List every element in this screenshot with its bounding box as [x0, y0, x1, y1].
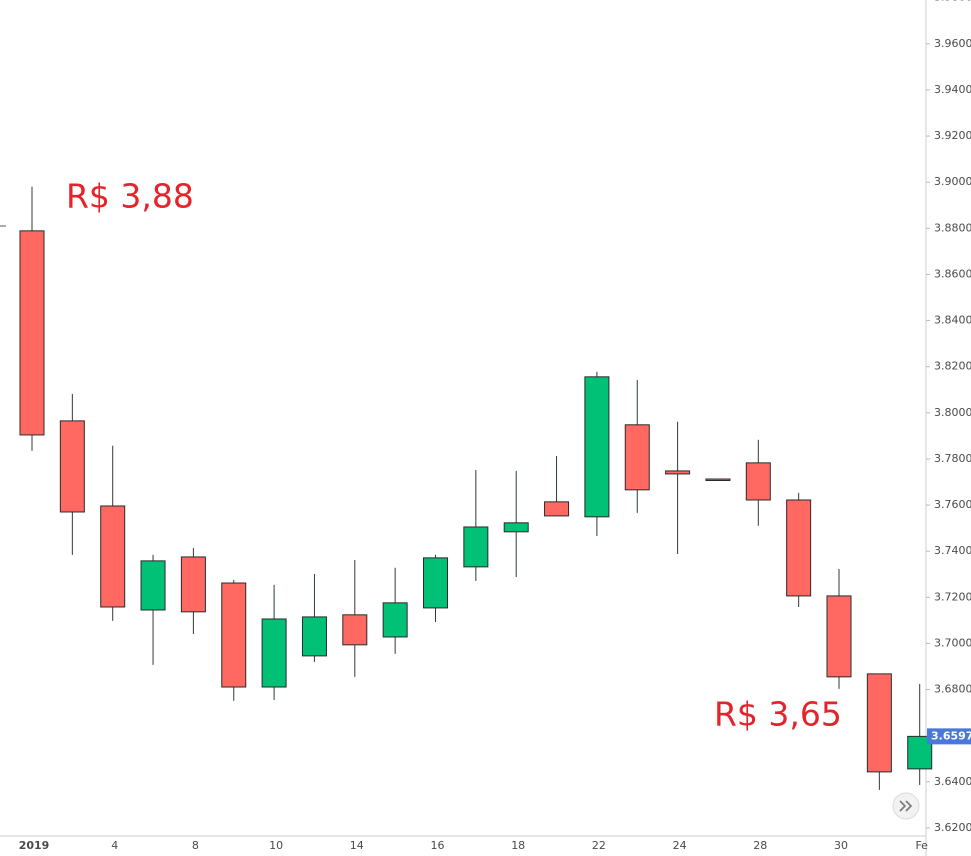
- x-tick-label: 24: [673, 839, 687, 852]
- y-tick-label: 3.9400: [934, 83, 971, 96]
- y-tick-label: 3.8800: [934, 221, 971, 234]
- candle-body: [382, 602, 408, 638]
- x-tick-label: 28: [753, 839, 767, 852]
- candle-body: [786, 499, 812, 597]
- candle-body: [866, 673, 892, 773]
- y-tick-label: 3.8000: [934, 406, 971, 419]
- y-tick-label: 3.8600: [934, 267, 971, 280]
- x-tick-label: 4: [111, 839, 118, 852]
- x-tick-label: 18: [511, 839, 525, 852]
- last-price-label: 3.6597: [931, 729, 971, 742]
- candle-body: [705, 478, 731, 481]
- candle-body: [100, 505, 126, 608]
- candle-body: [826, 595, 852, 678]
- candle-body: [503, 522, 529, 533]
- y-tick-label: 3.9200: [934, 129, 971, 142]
- candle-body: [59, 420, 85, 513]
- x-tick-label: 14: [350, 839, 364, 852]
- candle-body: [221, 582, 247, 688]
- annotation: R$ 3,88: [66, 177, 194, 216]
- y-tick-label: 3.9000: [934, 175, 971, 188]
- x-tick-label: 2019: [19, 839, 50, 852]
- y-tick-label: 3.6200: [934, 821, 971, 834]
- y-tick-label: 3.6400: [934, 775, 971, 788]
- y-tick-label: 3.7800: [934, 452, 971, 465]
- candle-body: [665, 470, 691, 475]
- candle-body: [463, 526, 489, 568]
- annotation: R$ 3,65: [714, 695, 842, 734]
- candle-body: [745, 462, 771, 501]
- scroll-button[interactable]: [892, 792, 920, 820]
- last-price-tag: [927, 728, 971, 745]
- x-tick-label: 8: [192, 839, 199, 852]
- y-tick-label: 3.7000: [934, 636, 971, 649]
- y-tick-label: 3.9800: [934, 0, 971, 4]
- y-tick-label: 3.6800: [934, 683, 971, 696]
- y-tick-label: 3.7400: [934, 544, 971, 557]
- candle-body: [342, 614, 368, 646]
- y-tick-label: 3.8400: [934, 314, 971, 327]
- y-tick-label: 3.7200: [934, 590, 971, 603]
- x-tick-label: 16: [431, 839, 445, 852]
- y-tick-label: 3.9600: [934, 37, 971, 50]
- x-tick-label: 22: [592, 839, 606, 852]
- candle-body: [544, 501, 570, 517]
- candle-body: [301, 616, 327, 657]
- candle-body: [261, 618, 287, 688]
- y-tick-label: 3.8200: [934, 360, 971, 373]
- candle-body: [584, 376, 610, 518]
- candle-body: [140, 560, 166, 611]
- y-tick-label: 3.7600: [934, 498, 971, 511]
- candle-body: [624, 424, 650, 491]
- candle-body: [19, 230, 45, 436]
- x-tick-label: 10: [269, 839, 283, 852]
- x-tick-label: Fe: [915, 839, 928, 852]
- candle-body: [423, 557, 448, 609]
- x-tick-label: 30: [834, 839, 848, 852]
- candle-body: [180, 556, 206, 613]
